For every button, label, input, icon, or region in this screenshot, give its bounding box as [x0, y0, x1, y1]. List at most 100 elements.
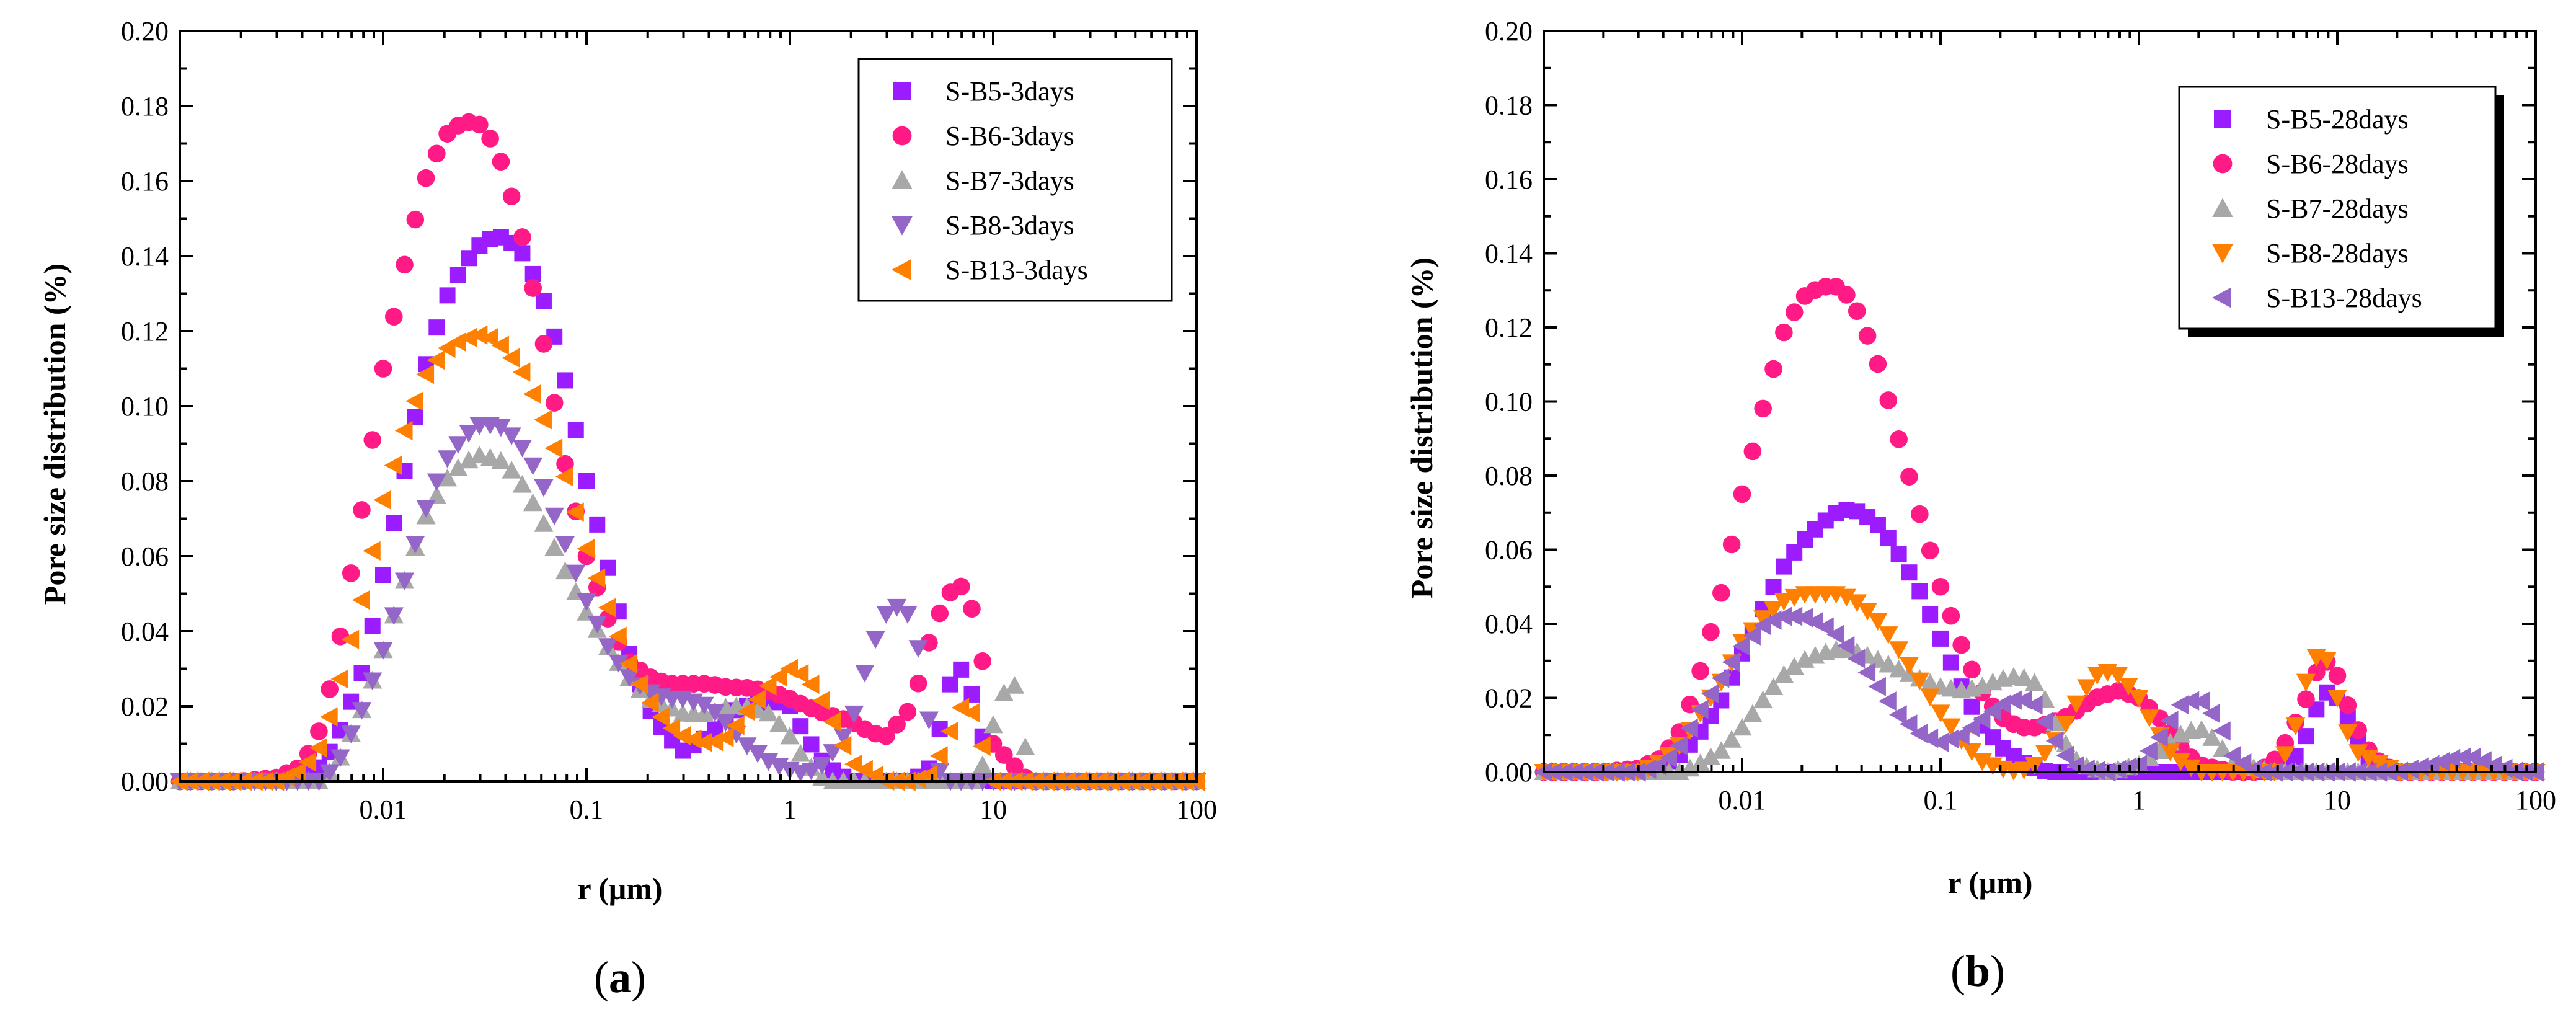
series-S-B13-28days [1534, 606, 2544, 782]
data-point-S-B7-28days [1711, 741, 1731, 759]
data-point-S-B13-3days [630, 674, 648, 694]
legend-marker-S-B8-28days [2212, 244, 2233, 264]
data-point-S-B8-3days [394, 572, 415, 591]
data-point-S-B13-3days [801, 675, 820, 694]
data-point-S-B8-28days [2369, 755, 2389, 773]
data-point-S-B6-28days [1712, 583, 1730, 602]
data-point-S-B13-28days [2108, 760, 2127, 779]
y-tick-label: 0.06 [121, 541, 169, 572]
x-tick-label: 1 [2132, 785, 2146, 815]
data-point-S-B13-28days [1743, 626, 1761, 646]
data-point-S-B13-3days [480, 327, 498, 348]
data-point-S-B13-28days [2421, 755, 2440, 774]
data-point-S-B8-28days [2358, 749, 2379, 768]
data-point-S-B8-3days [833, 728, 853, 747]
data-point-S-B13-28days [1972, 709, 1991, 729]
data-point-S-B7-28days [1722, 730, 1742, 748]
y-tick-label: 0.10 [121, 391, 169, 422]
data-point-S-B7-3days [555, 561, 575, 580]
legend-box [857, 58, 1173, 302]
data-point-S-B6-3days [877, 727, 895, 745]
legend-marker-S-B8-3days [892, 216, 913, 236]
data-point-S-B8-3days [352, 702, 372, 720]
data-point-S-B7-28days [1784, 657, 1804, 675]
data-point-S-B6-28days [1722, 535, 1741, 554]
legend-label: S-B13-3days [945, 255, 1088, 285]
data-point-S-B5-3days [439, 287, 456, 304]
data-point-S-B6-3days [973, 652, 992, 670]
data-point-S-B13-3days [512, 362, 531, 382]
data-point-S-B13-28days [2244, 759, 2262, 779]
data-point-S-B8-28days [2338, 724, 2358, 742]
legend-label: S-B5-28days [2266, 104, 2409, 135]
data-point-S-B13-3days [598, 598, 616, 618]
y-tick-label: 0.16 [121, 166, 169, 197]
y-tick-label: 0.16 [1485, 164, 1533, 195]
data-point-S-B13-3days [405, 391, 423, 411]
data-point-S-B13-3days [491, 335, 509, 355]
legend-marker-S-B6-28days [2213, 154, 2233, 174]
data-point-S-B13-28days [2024, 695, 2043, 715]
data-point-S-B13-28days [2432, 752, 2450, 771]
data-point-S-B5-3days [589, 516, 606, 533]
data-point-S-B6-28days [1764, 360, 1782, 378]
data-point-S-B13-28days [2192, 691, 2210, 711]
data-point-S-B7-28days [1743, 704, 1763, 722]
data-point-S-B6-28days [1733, 485, 1751, 504]
data-point-S-B13-28days [1857, 662, 1876, 683]
panel-b-legend: S-B5-28days S-B6-28days S-B7-28days S-B8-28… [2178, 86, 2504, 337]
data-point-S-B13-28days [2160, 711, 2179, 730]
data-point-S-B8-3days [919, 711, 939, 730]
data-point-S-B13-28days [2077, 759, 2095, 779]
data-point-S-B7-28days [2202, 728, 2222, 746]
data-point-S-B13-3days [727, 716, 745, 735]
data-point-S-B5-3days [386, 515, 402, 531]
data-point-S-B6-28days [1931, 577, 1950, 596]
data-point-S-B5-3days [364, 618, 381, 634]
data-point-S-B7-3days [459, 450, 479, 469]
data-point-S-B7-28days [1691, 753, 1711, 771]
data-point-S-B5-3days [953, 661, 970, 678]
data-point-S-B8-28days [2108, 667, 2128, 685]
x-tick-label: 10 [2324, 785, 2351, 815]
data-point-S-B7-3days [491, 451, 511, 469]
data-point-S-B7-3days [512, 475, 533, 493]
data-point-S-B13-3days [416, 365, 435, 384]
data-point-S-B8-3days [577, 593, 596, 611]
data-point-S-B6-28days [1775, 323, 1793, 342]
data-point-S-B5-3days [535, 293, 552, 309]
data-point-S-B8-3days [844, 705, 864, 724]
y-tick-label: 0.08 [1485, 461, 1533, 491]
data-point-S-B8-3days [416, 500, 436, 518]
data-point-S-B8-3days [405, 536, 425, 554]
data-point-S-B8-3days [534, 479, 554, 497]
data-point-S-B6-3days [534, 335, 553, 353]
data-point-S-B6-3days [353, 501, 371, 519]
data-point-S-B6-3days [321, 680, 339, 698]
data-point-S-B6-28days [2339, 696, 2357, 714]
data-point-S-B13-28days [1732, 636, 1750, 656]
data-point-S-B8-28days [2160, 743, 2180, 761]
data-point-S-B5-28days [2298, 728, 2314, 745]
x-tick-label: 100 [2515, 785, 2556, 815]
data-point-S-B13-3days [715, 727, 734, 747]
data-point-S-B13-3days [737, 701, 755, 721]
data-point-S-B6-3days [374, 360, 392, 378]
data-point-S-B13-28days [2202, 703, 2220, 724]
data-point-S-B13-28days [1711, 668, 1730, 688]
data-point-S-B7-3days [448, 458, 468, 476]
data-point-S-B6-28days [1963, 660, 1981, 679]
data-point-S-B8-28days [2327, 690, 2347, 708]
panel-a-ylabel: Pore size distribution (%) [37, 264, 72, 605]
data-point-S-B5-28days [1911, 583, 1928, 600]
x-tick-label: 0.1 [1924, 785, 1958, 815]
data-point-S-B6-28days [1921, 541, 1939, 560]
data-point-S-B7-28days [1920, 673, 1940, 691]
data-point-S-B8-3days [705, 704, 725, 722]
data-point-S-B7-3days [437, 468, 458, 487]
data-point-S-B6-28days [1743, 442, 1762, 461]
data-point-S-B13-3days [758, 676, 777, 696]
y-tick-label: 0.04 [1485, 609, 1533, 639]
data-point-S-B8-3days [758, 753, 779, 771]
